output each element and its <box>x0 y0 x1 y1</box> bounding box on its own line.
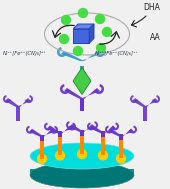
Wedge shape <box>3 95 11 103</box>
Bar <box>80 66 84 74</box>
Bar <box>40 141 44 159</box>
Polygon shape <box>90 125 105 133</box>
Bar <box>80 136 84 154</box>
Wedge shape <box>25 95 33 103</box>
Wedge shape <box>105 125 113 133</box>
Bar <box>16 107 20 121</box>
Polygon shape <box>73 29 89 43</box>
Circle shape <box>98 151 107 160</box>
Bar <box>119 140 123 159</box>
Wedge shape <box>130 95 138 103</box>
Bar <box>101 137 105 155</box>
Wedge shape <box>152 95 160 103</box>
Wedge shape <box>50 126 58 134</box>
Bar <box>119 135 123 140</box>
Polygon shape <box>119 129 134 136</box>
Text: Ni²⁺[Fe²⁺(CN)₆]⁴⁺: Ni²⁺[Fe²⁺(CN)₆]⁴⁺ <box>95 51 139 57</box>
Polygon shape <box>69 124 84 132</box>
Wedge shape <box>60 84 70 94</box>
Polygon shape <box>58 125 73 133</box>
Wedge shape <box>68 122 76 130</box>
Polygon shape <box>5 98 20 107</box>
Bar <box>80 99 84 111</box>
FancyArrowPatch shape <box>100 32 119 44</box>
Circle shape <box>73 46 82 56</box>
Circle shape <box>116 154 125 163</box>
Wedge shape <box>90 121 98 129</box>
Circle shape <box>62 15 71 25</box>
Wedge shape <box>57 47 67 57</box>
Polygon shape <box>108 129 123 136</box>
Polygon shape <box>47 125 62 133</box>
Bar <box>58 132 62 137</box>
Bar <box>143 107 147 121</box>
Circle shape <box>97 43 106 53</box>
Polygon shape <box>89 24 94 43</box>
Circle shape <box>59 35 69 43</box>
Wedge shape <box>95 47 105 57</box>
Ellipse shape <box>30 162 134 188</box>
Circle shape <box>38 154 47 163</box>
Polygon shape <box>61 51 84 61</box>
Polygon shape <box>80 51 101 61</box>
Polygon shape <box>80 124 95 132</box>
Polygon shape <box>101 125 116 133</box>
Polygon shape <box>29 129 44 137</box>
Text: Ni²⁺[Fe³⁺(CN)₆]³⁺: Ni²⁺[Fe³⁺(CN)₆]³⁺ <box>3 51 47 57</box>
Text: AA: AA <box>150 33 160 42</box>
Circle shape <box>78 150 87 159</box>
Polygon shape <box>132 98 147 107</box>
Wedge shape <box>87 122 95 130</box>
Polygon shape <box>40 129 55 137</box>
FancyArrowPatch shape <box>53 25 74 37</box>
Polygon shape <box>16 98 31 107</box>
Polygon shape <box>73 67 91 94</box>
Bar <box>30 169 134 176</box>
Polygon shape <box>143 98 158 107</box>
Bar <box>40 135 44 141</box>
Circle shape <box>79 9 88 18</box>
Wedge shape <box>129 125 137 133</box>
Polygon shape <box>73 24 94 29</box>
FancyArrowPatch shape <box>131 16 146 27</box>
Circle shape <box>55 151 64 160</box>
Text: DHA: DHA <box>143 2 160 12</box>
Ellipse shape <box>30 143 134 169</box>
Polygon shape <box>80 88 100 99</box>
Circle shape <box>103 28 112 36</box>
Wedge shape <box>26 126 34 134</box>
Bar <box>58 137 62 156</box>
Wedge shape <box>44 122 52 130</box>
Bar <box>80 130 84 136</box>
Wedge shape <box>94 84 104 94</box>
Polygon shape <box>64 88 84 99</box>
Bar <box>101 131 105 137</box>
Wedge shape <box>66 121 74 129</box>
Circle shape <box>96 15 105 23</box>
Wedge shape <box>111 122 119 130</box>
